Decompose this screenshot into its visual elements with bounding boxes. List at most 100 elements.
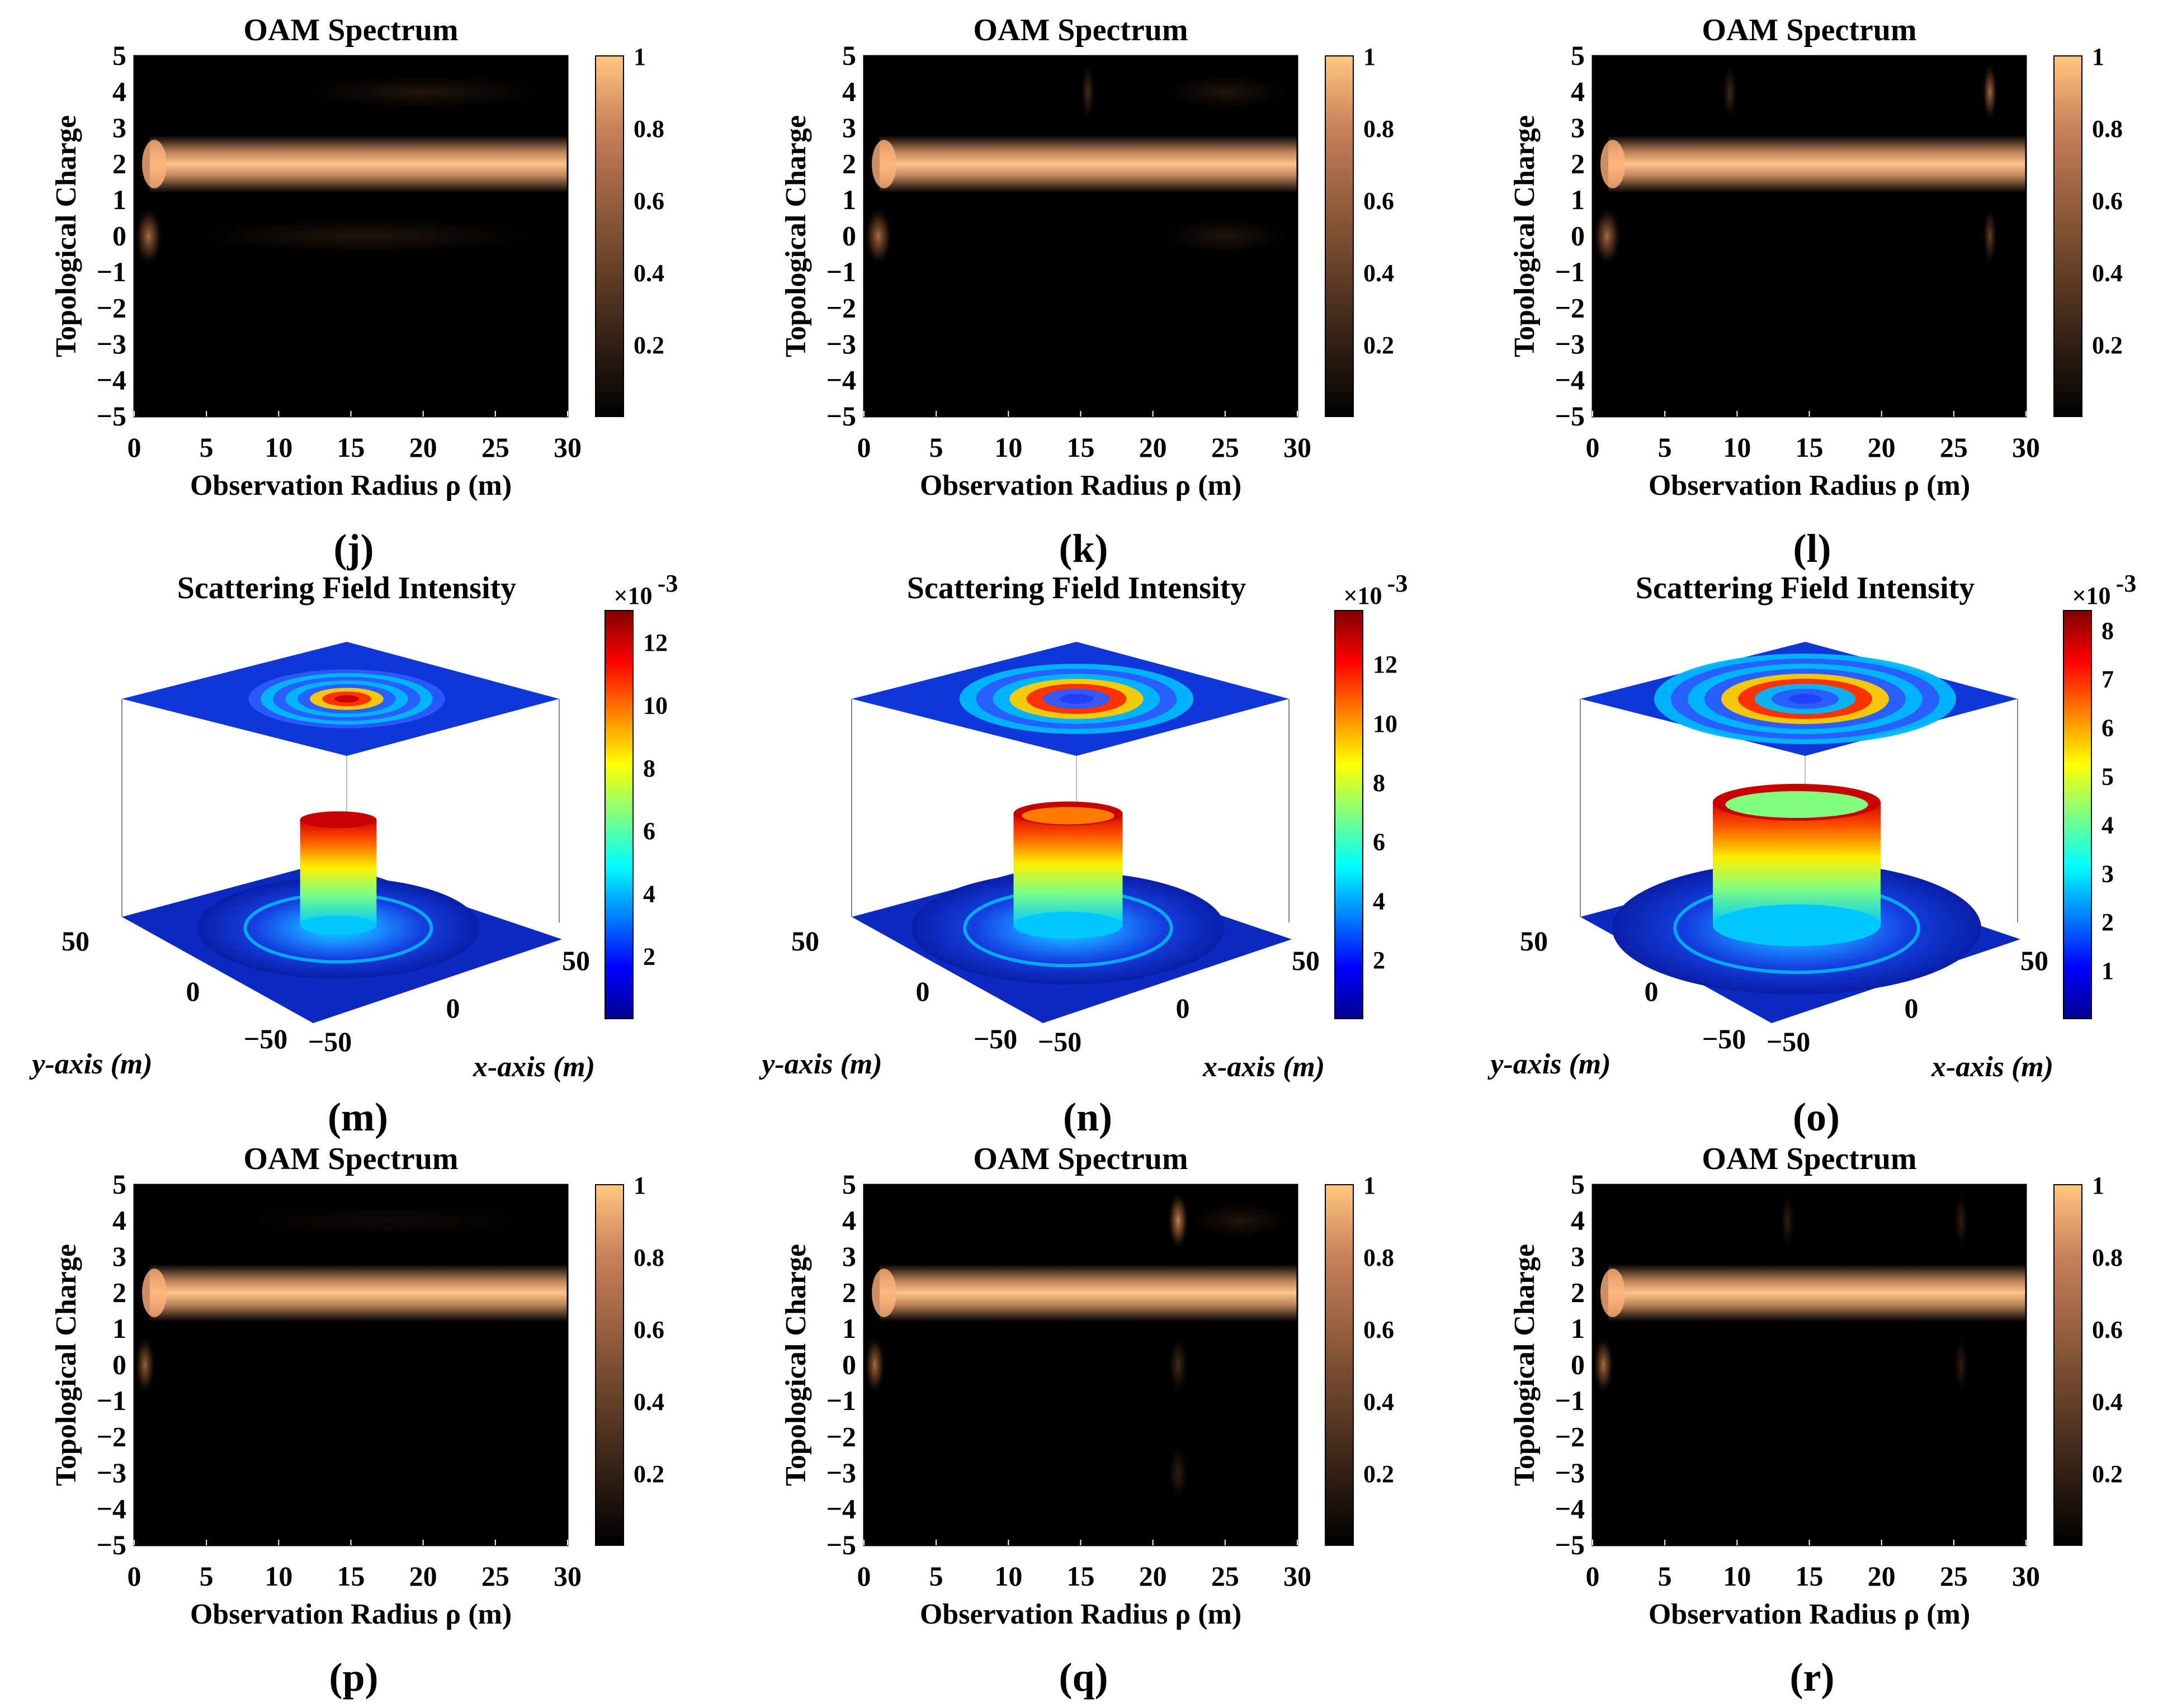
colorbar-tick-label: 10 — [643, 692, 668, 719]
colorbar-tick-label: 12 — [1373, 651, 1397, 678]
surface-panel-n: Scattering Field Intensity 50 0 −50 50 0 −50 y-… — [758, 570, 1408, 1139]
y-axis-label: Topological Charge — [50, 115, 82, 357]
colorbar-tick-label: 8 — [643, 755, 655, 782]
y-axis-label: y-axis (m) — [29, 1048, 152, 1080]
x-tick-label: 25 — [1211, 1560, 1239, 1592]
colorbar-tick-label: 3 — [2101, 860, 2114, 887]
colorbar-tick-label: 0.6 — [1363, 1316, 1394, 1343]
top-ring — [334, 695, 359, 703]
oam-feature-3 — [1167, 1442, 1189, 1504]
oam-feature-2 — [1953, 1190, 1969, 1252]
y-tick-label: −4 — [827, 1493, 857, 1525]
x-tick-label: 10 — [265, 432, 292, 463]
x-tick-label: 0 — [1586, 432, 1600, 463]
colorbar-tick-label: 6 — [2101, 715, 2114, 742]
colorbar-tick-label: 0.2 — [2092, 1460, 2123, 1488]
colorbar-tick-label: 1 — [1363, 1172, 1376, 1199]
x-axis-label: Observation Radius ρ (m) — [920, 1598, 1241, 1630]
y-tick-label: 50 — [1520, 925, 1548, 957]
oam-feature-0 — [134, 1334, 156, 1396]
y-tick-label: −5 — [97, 1529, 127, 1560]
oam-feature-1 — [1722, 61, 1738, 123]
colorbar-tick-label: 5 — [2101, 763, 2114, 790]
peak-base — [300, 915, 377, 935]
x-tick-label: 0 — [1586, 1560, 1600, 1592]
main-oam-band — [150, 1264, 568, 1322]
y-tick-label: 5 — [1571, 40, 1585, 71]
heatmap-background — [1593, 56, 2026, 417]
x-tick-label: 5 — [1658, 1560, 1672, 1592]
x-axis-label: Observation Radius ρ (m) — [190, 1598, 512, 1630]
y-tick-label: 2 — [112, 148, 126, 179]
peak-hollow — [1725, 791, 1868, 818]
x-tick-label: 50 — [2020, 945, 2048, 976]
x-tick-label: 20 — [1139, 432, 1167, 463]
colorbar-tick-label: 12 — [643, 629, 668, 656]
x-tick-label: 5 — [929, 432, 943, 463]
colorbar — [2053, 55, 2082, 417]
y-tick-label: 3 — [842, 1241, 856, 1272]
oam-feature-0 — [134, 205, 163, 267]
colorbar-tick-label: 0.4 — [1363, 259, 1394, 287]
y-axis-label: Topological Charge — [1509, 1244, 1541, 1486]
x-tick-label: 10 — [1723, 432, 1751, 463]
main-band-edge — [872, 1269, 896, 1317]
panel-label: (n) — [1063, 1095, 1112, 1139]
heatmap-background — [864, 1185, 1297, 1545]
peak-hollow — [1022, 807, 1114, 825]
colorbar-multiplier: ×10 — [2072, 582, 2110, 609]
main-band-edge — [142, 140, 167, 188]
main-band-edge — [872, 140, 896, 188]
surface-panel-m: Scattering Field Intensity 50 0 −50 50 0 −50 y-… — [29, 570, 678, 1139]
y-tick-label: 1 — [842, 1313, 856, 1344]
y-tick-label: −5 — [1555, 1529, 1585, 1560]
y-tick-label: −4 — [1555, 1493, 1585, 1525]
x-tick-label: 20 — [1139, 1560, 1167, 1592]
y-tick-label: 5 — [112, 1168, 126, 1200]
oam-feature-2 — [1167, 1334, 1189, 1396]
y-tick-label: −3 — [97, 1457, 127, 1488]
y-tick-label: 4 — [112, 1205, 126, 1236]
oam-feature-2 — [1982, 61, 1998, 123]
x-tick-label: 5 — [1658, 432, 1672, 463]
colorbar — [595, 55, 624, 417]
main-oam-band — [880, 1264, 1297, 1322]
colorbar — [2053, 1184, 2082, 1546]
colorbar-tick-label: 0.2 — [1363, 1460, 1394, 1488]
x-axis-label: Observation Radius ρ (m) — [1649, 1598, 1970, 1630]
colorbar-tick-label: 2 — [1373, 947, 1385, 974]
y-tick-label: −2 — [1555, 1421, 1585, 1452]
colorbar-tick-label: 0.8 — [1363, 115, 1394, 143]
y-tick-label: 0 — [112, 1349, 126, 1380]
y-tick-label: 3 — [842, 112, 856, 143]
main-band-edge — [1600, 140, 1625, 188]
x-tick-label: 25 — [481, 1560, 509, 1592]
oam-feature-0 — [864, 205, 893, 267]
x-tick-label: 0 — [446, 992, 460, 1024]
x-tick-label: 20 — [409, 1560, 437, 1592]
x-tick-label: 25 — [1211, 432, 1239, 463]
top-ring — [1060, 694, 1093, 704]
colorbar-tick-label: 2 — [643, 943, 655, 971]
x-tick-label: 30 — [1283, 1560, 1311, 1592]
colorbar-tick-label: 0.8 — [2092, 115, 2123, 143]
y-tick-label: −4 — [97, 1493, 127, 1525]
heatmap-marks — [864, 1190, 1297, 1504]
y-tick-label: 1 — [1571, 1313, 1585, 1344]
y-tick-label: 1 — [112, 1313, 126, 1344]
y-tick-label: 2 — [842, 148, 856, 179]
y-tick-label: −3 — [827, 328, 857, 359]
x-tick-label: 15 — [1067, 432, 1095, 463]
panel-label: (o) — [1793, 1095, 1840, 1139]
colorbar-tick-label: 0.6 — [2092, 1316, 2123, 1343]
y-tick-label: −4 — [1555, 365, 1585, 396]
x-tick-label: 30 — [1283, 432, 1311, 463]
main-oam-band — [150, 135, 568, 193]
panel-label: (j) — [334, 526, 374, 571]
colorbar-tick-label: 1 — [2101, 957, 2114, 985]
x-tick-label: 10 — [994, 1560, 1022, 1592]
y-tick-label: −4 — [97, 365, 127, 396]
colorbar-tick-label: 1 — [634, 43, 646, 70]
